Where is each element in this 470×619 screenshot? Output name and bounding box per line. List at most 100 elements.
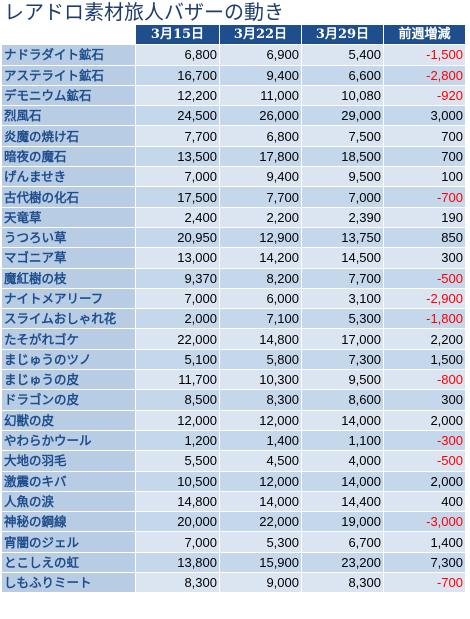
table-row: ナドラダイト鉱石 6,800 6,900 5,400 -1,500 — [1, 44, 466, 66]
price-cell: 17,500 — [135, 186, 220, 208]
price-cell: 20,950 — [135, 226, 220, 249]
price-cell: 26,000 — [219, 105, 302, 127]
weekly-change-cell: 100 — [383, 166, 466, 188]
price-cell: 7,100 — [219, 308, 302, 330]
price-cell: 13,500 — [135, 145, 220, 168]
price-cell: 9,400 — [219, 64, 302, 86]
table-row: たそがれゴケ 22,000 14,800 17,000 2,200 — [1, 328, 466, 350]
price-cell: 7,000 — [135, 287, 220, 310]
material-name: 天竜草 — [1, 206, 136, 228]
price-cell: 7,000 — [135, 166, 220, 188]
price-cell: 12,000 — [219, 470, 302, 492]
weekly-change-cell: 1,500 — [383, 348, 466, 371]
table-row: しもふりミート 8,300 9,000 8,300 -700 — [1, 572, 466, 594]
price-cell: 1,400 — [219, 429, 302, 452]
price-cell: 17,800 — [219, 145, 302, 168]
table-row: とこしえの虹 13,800 15,900 23,200 7,300 — [1, 551, 466, 574]
table-row: スライムおしゃれ花 2,000 7,100 5,300 -1,800 — [1, 308, 466, 330]
weekly-change-cell: 700 — [383, 145, 466, 168]
price-cell: 17,000 — [301, 328, 384, 350]
material-name: 神秘の鋼線 — [1, 511, 136, 533]
price-cell: 5,300 — [219, 531, 302, 553]
price-cell: 5,300 — [301, 308, 384, 330]
price-cell: 15,900 — [219, 551, 302, 574]
price-cell: 9,370 — [135, 267, 220, 289]
price-cell: 3,100 — [301, 287, 384, 310]
table-row: 魔紅樹の枝 9,370 8,200 7,700 -500 — [1, 267, 466, 289]
price-cell: 13,000 — [135, 247, 220, 269]
price-cell: 1,200 — [135, 429, 220, 452]
price-cell: 23,200 — [301, 551, 384, 574]
price-cell: 9,000 — [219, 572, 302, 594]
price-cell: 14,000 — [219, 490, 302, 513]
price-cell: 8,200 — [219, 267, 302, 289]
weekly-change-cell: 850 — [383, 226, 466, 249]
table-row: 烈風石 24,500 26,000 29,000 3,000 — [1, 105, 466, 127]
header-corner — [1, 23, 136, 46]
table-row: うつろい草 20,950 12,900 13,750 850 — [1, 226, 466, 249]
table-row: 炎魔の焼け石 7,700 6,800 7,500 700 — [1, 125, 466, 147]
material-name: ナイトメアリーフ — [1, 287, 136, 310]
table-row: やわらかウール 1,200 1,400 1,100 -300 — [1, 429, 466, 452]
price-cell: 29,000 — [301, 105, 384, 127]
price-cell: 20,000 — [135, 511, 220, 533]
material-name: うつろい草 — [1, 226, 136, 249]
price-cell: 14,000 — [301, 470, 384, 492]
weekly-change-cell: 300 — [383, 389, 466, 411]
price-cell: 14,800 — [135, 490, 220, 513]
weekly-change-cell: -3,000 — [383, 511, 466, 533]
header-row: 3月15日 3月22日 3月29日 前週増減 — [1, 23, 466, 46]
material-name: ナドラダイト鉱石 — [1, 44, 136, 66]
weekly-change-cell: -500 — [383, 450, 466, 472]
price-cell: 19,000 — [301, 511, 384, 533]
weekly-change-cell: 700 — [383, 125, 466, 147]
price-table: 3月15日 3月22日 3月29日 前週増減 ナドラダイト鉱石 6,800 6,90… — [1, 23, 466, 594]
price-cell: 6,900 — [219, 44, 302, 66]
material-name: 宵闇のジェル — [1, 531, 136, 553]
weekly-change-cell: 3,000 — [383, 105, 466, 127]
material-name: 人魚の涙 — [1, 490, 136, 513]
price-cell: 22,000 — [219, 511, 302, 533]
price-cell: 8,300 — [301, 572, 384, 594]
price-cell: 10,500 — [135, 470, 220, 492]
table-row: 人魚の涙 14,800 14,000 14,400 400 — [1, 490, 466, 513]
page-title: レアドロ素材旅人バザーの動き — [4, 0, 284, 24]
weekly-change-cell: 300 — [383, 247, 466, 269]
price-cell: 14,400 — [301, 490, 384, 513]
table-row: 大地の羽毛 5,500 4,500 4,000 -500 — [1, 450, 466, 472]
material-name: とこしえの虹 — [1, 551, 136, 574]
price-cell: 10,300 — [219, 369, 302, 391]
material-name: げんませき — [1, 166, 136, 188]
price-cell: 11,000 — [219, 84, 302, 107]
price-cell: 2,000 — [135, 308, 220, 330]
weekly-change-cell: 2,000 — [383, 470, 466, 492]
material-name: アステライト鉱石 — [1, 64, 136, 86]
price-cell: 2,390 — [301, 206, 384, 228]
price-cell: 5,800 — [219, 348, 302, 371]
price-cell: 14,800 — [219, 328, 302, 350]
price-cell: 1,100 — [301, 429, 384, 452]
weekly-change-cell: -300 — [383, 429, 466, 452]
weekly-change-cell: -920 — [383, 84, 466, 107]
table-row: まじゅうの皮 11,700 10,300 9,500 -800 — [1, 369, 466, 391]
table-row: アステライト鉱石 16,700 9,400 6,600 -2,800 — [1, 64, 466, 86]
material-name: 烈風石 — [1, 105, 136, 127]
material-name: 暗夜の魔石 — [1, 145, 136, 168]
table-body: ナドラダイト鉱石 6,800 6,900 5,400 -1,500 アステライト鉱石 16,… — [1, 44, 466, 594]
table-row: 幻獣の皮 12,000 12,000 14,000 2,000 — [1, 409, 466, 431]
weekly-change-cell: 400 — [383, 490, 466, 513]
material-name: スライムおしゃれ花 — [1, 308, 136, 330]
weekly-change-cell: -700 — [383, 572, 466, 594]
material-name: 幻獣の皮 — [1, 409, 136, 431]
price-cell: 8,500 — [135, 389, 220, 411]
table-row: 古代樹の化石 17,500 7,700 7,000 -700 — [1, 186, 466, 208]
material-name: しもふりミート — [1, 572, 136, 594]
table-row: まじゅうのツノ 5,100 5,800 7,300 1,500 — [1, 348, 466, 371]
price-cell: 14,500 — [301, 247, 384, 269]
price-cell: 7,700 — [219, 186, 302, 208]
price-cell: 5,100 — [135, 348, 220, 371]
material-name: 激震のキバ — [1, 470, 136, 492]
material-name: まじゅうのツノ — [1, 348, 136, 371]
price-cell: 9,400 — [219, 166, 302, 188]
weekly-change-cell: -2,800 — [383, 64, 466, 86]
